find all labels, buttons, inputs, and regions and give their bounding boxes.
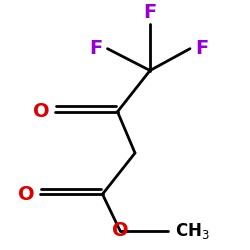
Text: F: F: [144, 3, 156, 22]
Text: CH$_3$: CH$_3$: [175, 220, 210, 240]
Text: F: F: [195, 39, 208, 58]
Text: O: O: [18, 185, 35, 204]
Text: O: O: [112, 221, 128, 240]
Text: F: F: [89, 39, 102, 58]
Text: O: O: [34, 102, 50, 121]
